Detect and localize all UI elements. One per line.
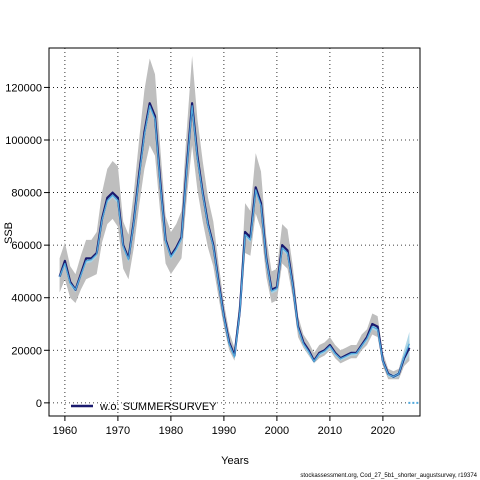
y-axis: 0 20000 40000 60000 80000 100000 120000 <box>5 82 49 410</box>
y-tick-label: 100000 <box>5 135 42 147</box>
x-axis: 1960 1970 1980 1990 2000 2010 2020 <box>53 416 395 437</box>
y-tick-label: 0 <box>36 398 42 410</box>
y-tick-label: 20000 <box>11 345 42 357</box>
x-tick-label: 2020 <box>371 425 395 437</box>
y-tick-label: 60000 <box>11 240 42 252</box>
confidence-bands <box>59 55 410 380</box>
x-tick-label: 1960 <box>53 425 77 437</box>
x-axis-title: Years <box>221 455 249 467</box>
series-line-light <box>58 105 411 378</box>
x-tick-label: 1970 <box>106 425 130 437</box>
plot-frame <box>48 47 421 417</box>
y-tick-label: 40000 <box>11 293 42 305</box>
y-axis-title: SSB <box>3 222 15 244</box>
x-tick-label: 1990 <box>212 425 236 437</box>
confidence-band-lightblue <box>59 103 410 379</box>
x-tick-label: 1980 <box>159 425 183 437</box>
legend: w.o. SUMMERSURVEY <box>71 401 217 413</box>
legend-label: w.o. SUMMERSURVEY <box>99 401 217 413</box>
y-tick-label: 120000 <box>5 82 42 94</box>
x-tick-label: 2000 <box>265 425 289 437</box>
confidence-band-gray <box>59 55 410 380</box>
footer-note: stockassessment.org, Cod_27_5b1_shorter_… <box>300 473 477 479</box>
y-tick-label: 80000 <box>11 188 42 200</box>
x-tick-label: 2010 <box>318 425 342 437</box>
series-lines <box>58 102 420 404</box>
series-line-dark <box>58 102 411 378</box>
